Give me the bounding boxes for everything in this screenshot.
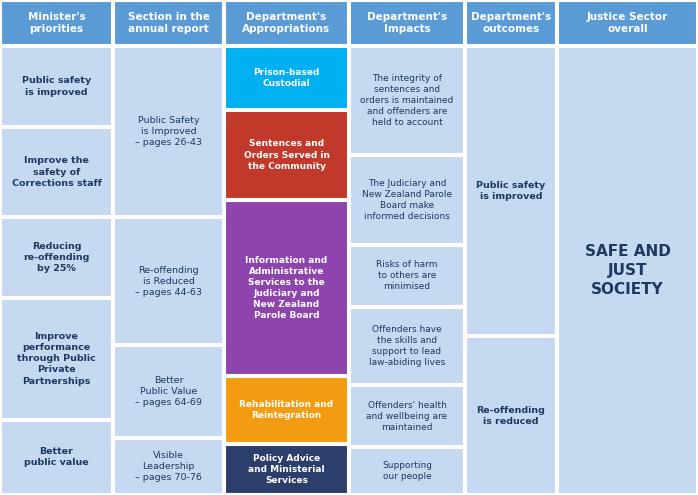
Text: Department's
Impacts: Department's Impacts (367, 12, 447, 34)
Text: Offenders have
the skills and
support to lead
law-abiding lives: Offenders have the skills and support to… (369, 325, 445, 367)
Text: Improve the
safety of
Corrections staff: Improve the safety of Corrections staff (12, 156, 101, 188)
Text: Better
Public Value
– pages 64-69: Better Public Value – pages 64-69 (135, 376, 202, 407)
Bar (114, 439, 223, 494)
Bar (466, 47, 556, 335)
Text: The Judiciary and
New Zealand Parole
Board make
informed decisions: The Judiciary and New Zealand Parole Boa… (362, 179, 452, 221)
Text: Public safety
is improved: Public safety is improved (22, 76, 91, 97)
Bar (1, 47, 112, 126)
Text: Re-offending
is Reduced
– pages 44-63: Re-offending is Reduced – pages 44-63 (135, 266, 202, 297)
Bar (225, 377, 348, 443)
Bar (1, 218, 112, 297)
Text: Department's
Appropriations: Department's Appropriations (242, 12, 331, 34)
Bar (225, 111, 348, 199)
Text: Section in the
annual report: Section in the annual report (128, 12, 209, 34)
Bar (1, 128, 112, 216)
Text: Minister's
priorities: Minister's priorities (28, 12, 85, 34)
Bar (350, 448, 464, 494)
Bar (350, 1, 464, 45)
Text: Visible
Leadership
– pages 70-76: Visible Leadership – pages 70-76 (135, 451, 202, 482)
Text: Department's
outcomes: Department's outcomes (471, 12, 551, 34)
Text: Sentences and
Orders Served in
the Community: Sentences and Orders Served in the Commu… (244, 140, 329, 171)
Bar (350, 246, 464, 305)
Text: The integrity of
sentences and
orders is maintained
and offenders are
held to ac: The integrity of sentences and orders is… (360, 74, 454, 127)
Text: Public Safety
is Improved
– pages 26-43: Public Safety is Improved – pages 26-43 (135, 116, 202, 147)
Text: Improve
performance
through Public
Private
Partnerships: Improve performance through Public Priva… (17, 332, 96, 386)
Bar (350, 156, 464, 244)
Bar (350, 307, 464, 384)
Text: Offenders' health
and wellbeing are
maintained: Offenders' health and wellbeing are main… (366, 400, 447, 432)
Bar (350, 47, 464, 154)
Bar (466, 337, 556, 494)
Text: Information and
Administrative
Services to the
Judiciary and
New Zealand
Parole : Information and Administrative Services … (246, 256, 327, 320)
Bar (1, 1, 112, 45)
Text: Policy Advice
and Ministerial
Services: Policy Advice and Ministerial Services (248, 454, 325, 485)
Bar (1, 299, 112, 419)
Bar (225, 47, 348, 109)
Text: Supporting
our people: Supporting our people (382, 461, 432, 481)
Bar (114, 1, 223, 45)
Text: Reducing
re-offending
by 25%: Reducing re-offending by 25% (23, 242, 89, 273)
Text: Risks of harm
to others are
minimised: Risks of harm to others are minimised (376, 260, 438, 291)
Text: Prison-based
Custodial: Prison-based Custodial (253, 68, 320, 88)
Text: Re-offending
is reduced: Re-offending is reduced (477, 405, 545, 426)
Text: Rehabilitation and
Reintegration: Rehabilitation and Reintegration (239, 400, 334, 420)
Text: SAFE AND
JUST
SOCIETY: SAFE AND JUST SOCIETY (584, 245, 671, 297)
Bar (114, 346, 223, 437)
Bar (114, 218, 223, 345)
Text: Justice Sector
overall: Justice Sector overall (587, 12, 668, 34)
Bar (225, 201, 348, 375)
Bar (558, 47, 697, 494)
Bar (225, 1, 348, 45)
Bar (350, 386, 464, 446)
Text: Better
public value: Better public value (24, 447, 89, 467)
Text: Public safety
is improved: Public safety is improved (476, 181, 546, 201)
Bar (225, 445, 348, 494)
Bar (114, 47, 223, 216)
Bar (466, 1, 556, 45)
Bar (558, 1, 697, 45)
Bar (1, 421, 112, 494)
